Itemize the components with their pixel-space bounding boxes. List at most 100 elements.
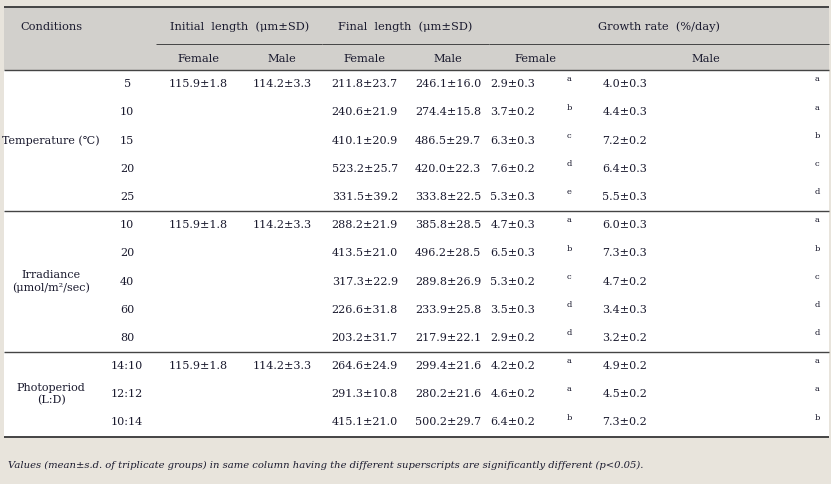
Text: a: a <box>567 385 572 393</box>
Text: 115.9±1.8: 115.9±1.8 <box>169 79 229 89</box>
Text: Male: Male <box>434 54 462 63</box>
Text: a: a <box>814 76 819 83</box>
Text: 40: 40 <box>120 276 135 287</box>
Text: 25: 25 <box>120 192 135 202</box>
Text: d: d <box>814 329 819 337</box>
Text: 2.9±0.3: 2.9±0.3 <box>490 79 535 89</box>
Text: Photoperiod
(L:D): Photoperiod (L:D) <box>17 383 86 405</box>
Text: e: e <box>567 188 572 196</box>
Text: 500.2±29.7: 500.2±29.7 <box>415 418 481 427</box>
Text: Final  length  (μm±SD): Final length (μm±SD) <box>338 22 473 32</box>
Text: a: a <box>814 385 819 393</box>
Text: 4.9±0.2: 4.9±0.2 <box>602 361 647 371</box>
Text: 246.1±16.0: 246.1±16.0 <box>415 79 481 89</box>
Text: Conditions: Conditions <box>20 22 82 32</box>
Text: 233.9±25.8: 233.9±25.8 <box>415 305 481 315</box>
Text: 5.3±0.3: 5.3±0.3 <box>490 192 535 202</box>
Text: d: d <box>567 301 572 309</box>
Text: 20: 20 <box>120 248 135 258</box>
Text: Initial  length  (μm±SD): Initial length (μm±SD) <box>170 22 309 32</box>
Text: Values (mean±s.d. of triplicate groups) in same column having the different supe: Values (mean±s.d. of triplicate groups) … <box>8 461 644 470</box>
Text: 6.4±0.2: 6.4±0.2 <box>490 418 535 427</box>
Text: 114.2±3.3: 114.2±3.3 <box>252 79 312 89</box>
Text: d: d <box>567 329 572 337</box>
Text: a: a <box>567 357 572 365</box>
Text: 299.4±21.6: 299.4±21.6 <box>415 361 481 371</box>
Text: 4.6±0.2: 4.6±0.2 <box>490 389 535 399</box>
Text: a: a <box>814 357 819 365</box>
Text: 211.8±23.7: 211.8±23.7 <box>332 79 398 89</box>
Text: 10:14: 10:14 <box>111 418 143 427</box>
Text: Male: Male <box>268 54 296 63</box>
Text: 114.2±3.3: 114.2±3.3 <box>252 361 312 371</box>
Text: 203.2±31.7: 203.2±31.7 <box>332 333 398 343</box>
Text: 4.0±0.3: 4.0±0.3 <box>602 79 647 89</box>
Text: 7.3±0.3: 7.3±0.3 <box>602 248 647 258</box>
Text: 3.5±0.3: 3.5±0.3 <box>490 305 535 315</box>
Text: 291.3±10.8: 291.3±10.8 <box>332 389 398 399</box>
Text: d: d <box>567 160 572 168</box>
Text: 280.2±21.6: 280.2±21.6 <box>415 389 481 399</box>
Text: 289.8±26.9: 289.8±26.9 <box>415 276 481 287</box>
Text: 333.8±22.5: 333.8±22.5 <box>415 192 481 202</box>
Text: Female: Female <box>514 54 556 63</box>
Text: b: b <box>814 244 819 253</box>
Text: 6.3±0.3: 6.3±0.3 <box>490 136 535 146</box>
Text: 60: 60 <box>120 305 135 315</box>
Text: 15: 15 <box>120 136 135 146</box>
Text: 3.4±0.3: 3.4±0.3 <box>602 305 647 315</box>
Text: Growth rate  (%/day): Growth rate (%/day) <box>598 22 720 32</box>
Text: b: b <box>567 244 572 253</box>
Text: c: c <box>567 132 572 140</box>
Text: 385.8±28.5: 385.8±28.5 <box>415 220 481 230</box>
Text: 3.2±0.2: 3.2±0.2 <box>602 333 647 343</box>
Text: b: b <box>814 132 819 140</box>
Text: 410.1±20.9: 410.1±20.9 <box>332 136 398 146</box>
Text: d: d <box>814 301 819 309</box>
Bar <box>4 70 829 437</box>
Text: 7.3±0.2: 7.3±0.2 <box>602 418 647 427</box>
Text: 274.4±15.8: 274.4±15.8 <box>415 107 481 118</box>
Text: Temperature (℃): Temperature (℃) <box>2 136 100 146</box>
Text: 496.2±28.5: 496.2±28.5 <box>415 248 481 258</box>
Text: 264.6±24.9: 264.6±24.9 <box>332 361 398 371</box>
Text: c: c <box>567 272 572 281</box>
Text: a: a <box>567 216 572 225</box>
Text: 6.5±0.3: 6.5±0.3 <box>490 248 535 258</box>
Text: 4.7±0.3: 4.7±0.3 <box>490 220 535 230</box>
Text: 4.7±0.2: 4.7±0.2 <box>602 276 647 287</box>
Text: c: c <box>814 160 819 168</box>
Text: 4.5±0.2: 4.5±0.2 <box>602 389 647 399</box>
Text: b: b <box>567 104 572 112</box>
Text: 486.5±29.7: 486.5±29.7 <box>415 136 481 146</box>
Text: 6.0±0.3: 6.0±0.3 <box>602 220 647 230</box>
Text: 415.1±21.0: 415.1±21.0 <box>332 418 398 427</box>
Text: 420.0±22.3: 420.0±22.3 <box>415 164 481 174</box>
Text: b: b <box>814 414 819 422</box>
Text: a: a <box>814 104 819 112</box>
Text: 3.7±0.2: 3.7±0.2 <box>490 107 535 118</box>
Text: b: b <box>567 414 572 422</box>
Text: 5.3±0.2: 5.3±0.2 <box>490 276 535 287</box>
Text: 115.9±1.8: 115.9±1.8 <box>169 220 229 230</box>
Text: Irradiance
(μmol/m²/sec): Irradiance (μmol/m²/sec) <box>12 271 90 293</box>
Text: 226.6±31.8: 226.6±31.8 <box>332 305 398 315</box>
Text: 240.6±21.9: 240.6±21.9 <box>332 107 398 118</box>
Text: 288.2±21.9: 288.2±21.9 <box>332 220 398 230</box>
Text: 115.9±1.8: 115.9±1.8 <box>169 361 229 371</box>
Text: Female: Female <box>178 54 219 63</box>
Text: d: d <box>814 188 819 196</box>
Text: 7.6±0.2: 7.6±0.2 <box>490 164 535 174</box>
Text: 4.4±0.3: 4.4±0.3 <box>602 107 647 118</box>
Text: 114.2±3.3: 114.2±3.3 <box>252 220 312 230</box>
Text: 331.5±39.2: 331.5±39.2 <box>332 192 398 202</box>
Text: 6.4±0.3: 6.4±0.3 <box>602 164 647 174</box>
Text: 14:10: 14:10 <box>111 361 143 371</box>
Text: Female: Female <box>344 54 386 63</box>
Text: 523.2±25.7: 523.2±25.7 <box>332 164 398 174</box>
Text: 413.5±21.0: 413.5±21.0 <box>332 248 398 258</box>
Text: 10: 10 <box>120 220 135 230</box>
Text: 217.9±22.1: 217.9±22.1 <box>415 333 481 343</box>
Text: 12:12: 12:12 <box>111 389 143 399</box>
Text: a: a <box>814 216 819 225</box>
